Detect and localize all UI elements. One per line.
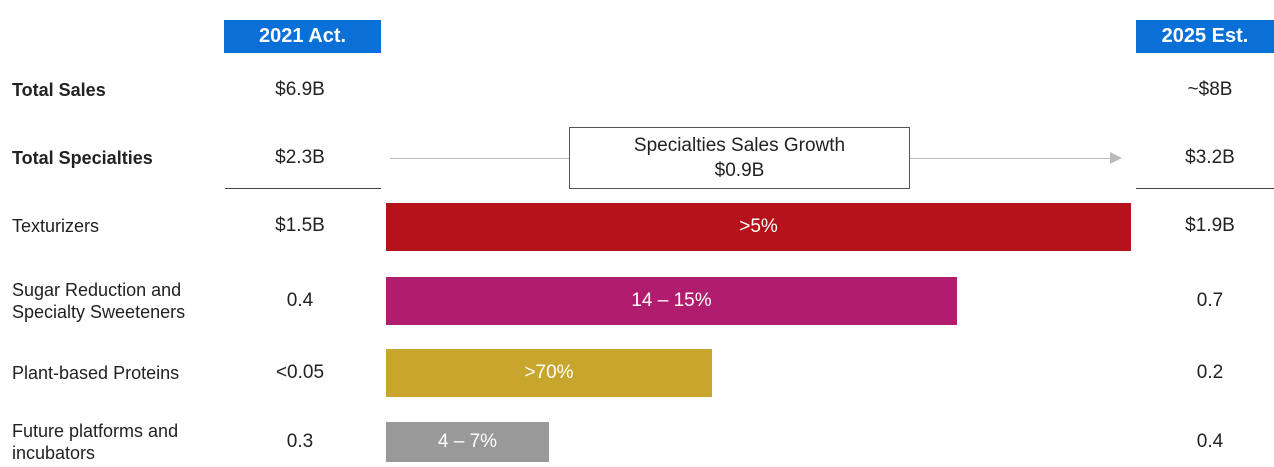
value-2021: 0.4 (286, 290, 314, 311)
row-label: Total Sales (12, 80, 106, 100)
row-label: Plant-based Proteins (12, 363, 180, 383)
growth-title: Specialties Sales Growth (633, 135, 846, 156)
divider (1136, 188, 1274, 189)
row-label: Future platforms and incubators (12, 421, 179, 463)
value-2025: $1.9B (1185, 215, 1235, 236)
divider (225, 188, 381, 189)
growth-bar: 4 – 7% (386, 422, 549, 462)
value-2025: $3.2B (1185, 147, 1235, 168)
growth-box: Specialties Sales Growth $0.9B (569, 127, 910, 189)
value-2025: 0.2 (1196, 362, 1224, 383)
row-label: Total Specialties (12, 148, 153, 168)
value-2021: <0.05 (275, 362, 325, 383)
header-2025: 2025 Est. (1136, 20, 1274, 53)
arrow-head (1110, 152, 1122, 164)
growth-bar: 14 – 15% (386, 277, 957, 325)
row-label: Texturizers (12, 216, 100, 236)
growth-bar: >5% (386, 203, 1131, 251)
row-label: Sugar Reduction and Specialty Sweeteners (12, 280, 186, 322)
value-2025: ~$8B (1187, 79, 1233, 100)
growth-value: $0.9B (714, 160, 765, 181)
growth-bar: >70% (386, 349, 712, 397)
value-2025: 0.4 (1196, 431, 1224, 452)
value-2021: $6.9B (275, 79, 325, 100)
value-2025: 0.7 (1196, 290, 1224, 311)
value-2021: $2.3B (275, 147, 325, 168)
header-2021: 2021 Act. (224, 20, 381, 53)
value-2021: $1.5B (275, 215, 325, 236)
value-2021: 0.3 (286, 431, 314, 452)
